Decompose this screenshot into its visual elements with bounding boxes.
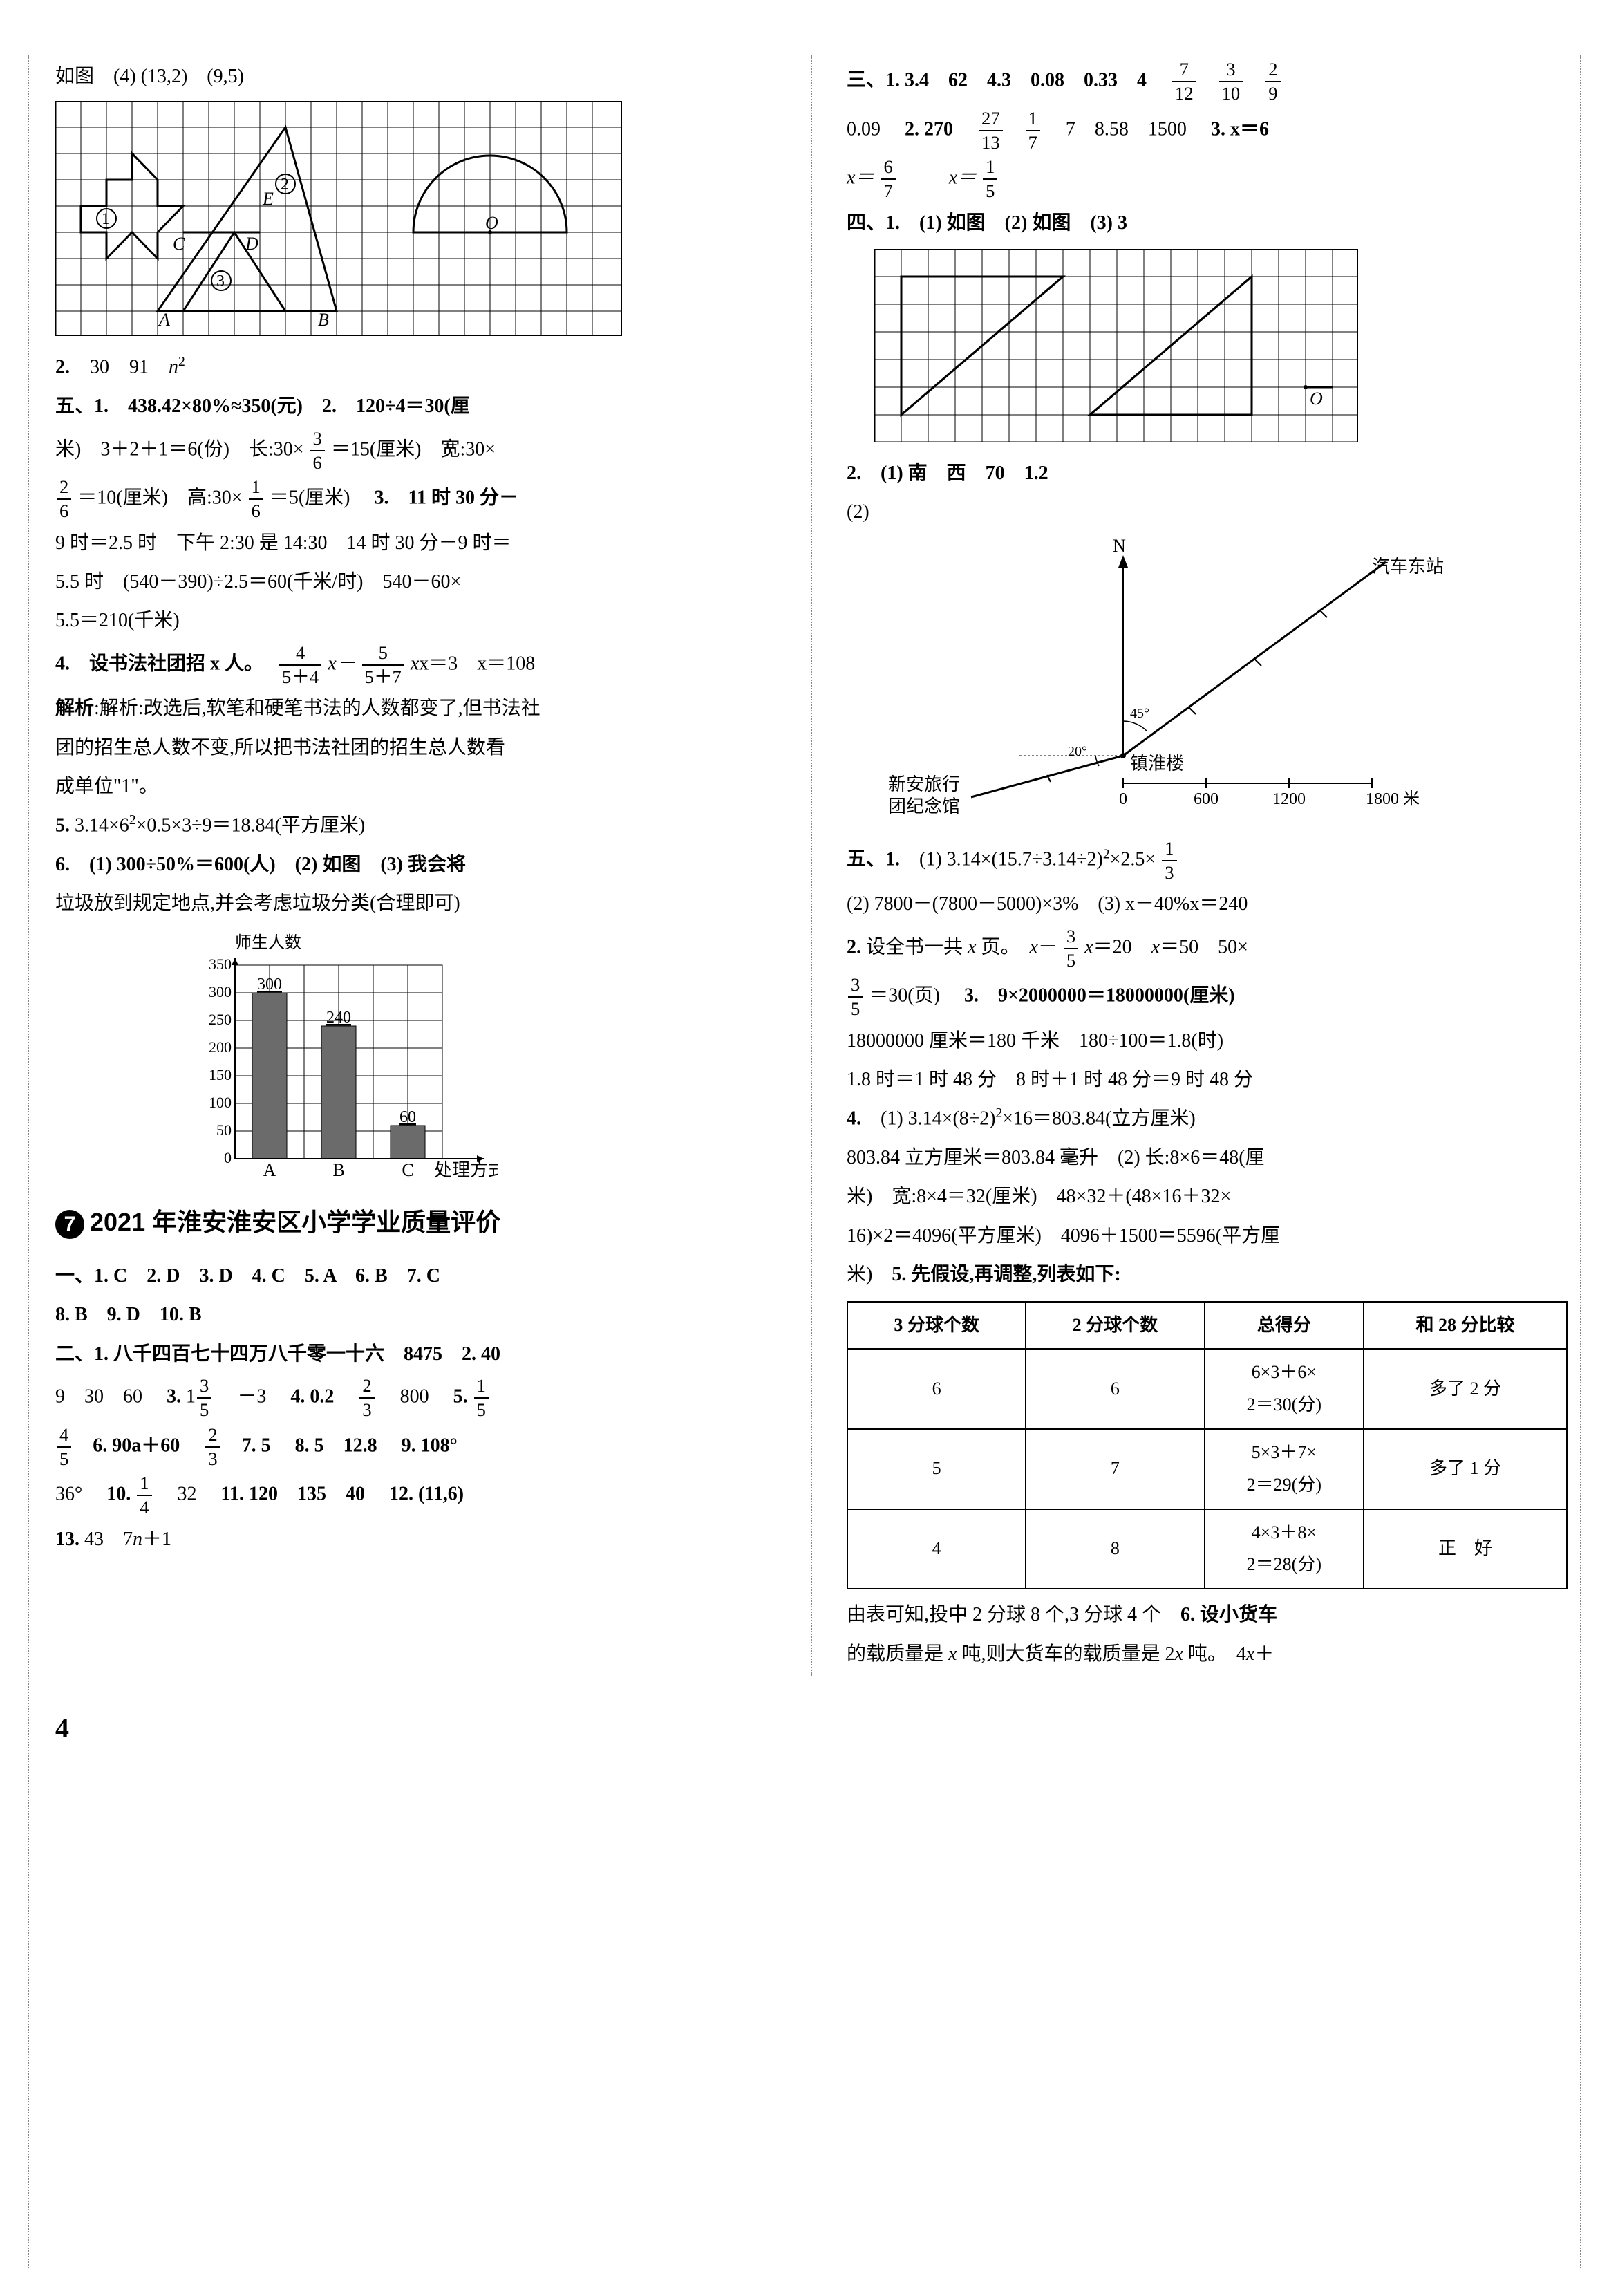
score-table: 3 分球个数 2 分球个数 总得分 和 28 分比较 6 6 6×3＋6×2＝3…: [847, 1301, 1568, 1590]
svg-text:新安旅行: 新安旅行: [888, 774, 960, 794]
sec2-line3: 45 6. 90a＋60 23 7. 5 8. 5 12.8 9. 108°: [55, 1425, 776, 1470]
r-sec5-4e: 米) 5. 先假设,再调整,列表如下:: [847, 1258, 1568, 1292]
sec5-line6: 5.5＝210(千米): [55, 604, 776, 638]
svg-text:1800 米: 1800 米: [1366, 790, 1420, 808]
svg-text:150: 150: [209, 1066, 232, 1083]
svg-text:O: O: [1310, 389, 1323, 409]
r-sec5-4b: 803.84 立方厘米＝803.84 毫升 (2) 长:8×6＝48(厘: [847, 1141, 1568, 1175]
sec2-line4: 36° 10. 14 32 11. 120 135 40 12. (11,6): [55, 1473, 776, 1518]
svg-text:汽车东站: 汽车东站: [1372, 557, 1444, 577]
svg-text:100: 100: [209, 1094, 232, 1111]
sec1-line2: 8. B 9. D 10. B: [55, 1298, 776, 1332]
sec5-q6a: 6. (1) 300÷50%＝600(人) (2) 如图 (3) 我会将: [55, 848, 776, 882]
svg-text:1: 1: [102, 210, 110, 228]
svg-text:A: A: [158, 310, 170, 330]
r-sec5-1-2: (2) 7800－(7800－5000)×3% (3) x－40%x＝240: [847, 887, 1568, 922]
svg-text:350: 350: [209, 958, 232, 973]
svg-text:45°: 45°: [1130, 706, 1149, 721]
top-line: 如图 (4) (13,2) (9,5): [55, 59, 776, 94]
svg-text:B: B: [318, 310, 329, 330]
right-column: 三、1. 3.4 62 4.3 0.08 0.33 4 712 310 29 0…: [847, 55, 1568, 1676]
svg-text:N: N: [1113, 536, 1126, 556]
svg-text:50: 50: [216, 1121, 232, 1139]
svg-text:O: O: [485, 213, 498, 233]
sec5-line4: 9 时＝2.5 时 下午 2:30 是 14:30 14 时 30 分－9 时＝: [55, 526, 776, 561]
grid-figure-1: A B C D E O 1 2 3: [55, 101, 622, 336]
sec3-line3: x＝ 67 x＝ 15: [847, 157, 1568, 202]
r-sec5-4c: 米) 宽:8×4＝32(厘米) 48×32＋(48×16＋32×: [847, 1179, 1568, 1214]
svg-text:200: 200: [209, 1038, 232, 1056]
svg-text:3: 3: [216, 272, 225, 290]
left-column: 如图 (4) (13,2) (9,5): [55, 55, 776, 1676]
svg-text:300: 300: [209, 983, 232, 1000]
sec5-line1: 五、1. 438.42×80%≈350(元) 2. 120÷4＝30(厘: [55, 389, 776, 424]
sec4-2-1: 2. (1) 南 西 70 1.2: [847, 456, 1568, 491]
r-sec5-6b: 的载质量是 x 吨,则大货车的载质量是 2x 吨。 4x＋: [847, 1637, 1568, 1672]
sec3-line2: 0.09 2. 270 2713 17 7 8.58 1500 3. x＝6: [847, 109, 1568, 153]
sec5-q5: 5. 3.14×62×0.5×3÷9＝18.84(平方厘米): [55, 808, 776, 843]
sec4-2-2: (2): [847, 495, 1568, 530]
svg-text:团纪念馆: 团纪念馆: [888, 796, 960, 816]
sec1-line1: 一、1. C 2. D 3. D 4. C 5. A 6. B 7. C: [55, 1259, 776, 1294]
svg-text:0: 0: [1119, 790, 1127, 808]
q2-line: 2. 30 91 n2: [55, 350, 776, 385]
svg-text:240: 240: [326, 1009, 351, 1027]
sec5-q4-expl3: 成单位"1"。: [55, 769, 776, 804]
svg-text:镇淮楼: 镇淮楼: [1130, 754, 1184, 774]
r-sec5-4d: 16)×2＝4096(平方厘米) 4096＋1500＝5596(平方厘: [847, 1219, 1568, 1253]
r-sec5-3c: 1.8 时＝1 时 48 分 8 时＋1 时 48 分＝9 时 48 分: [847, 1063, 1568, 1097]
svg-text:处理方式: 处理方式: [434, 1160, 498, 1179]
svg-text:B: B: [332, 1160, 344, 1179]
svg-text:1200: 1200: [1272, 790, 1306, 808]
svg-text:0: 0: [224, 1149, 232, 1166]
svg-text:60: 60: [399, 1108, 416, 1126]
after-table: 由表可知,投中 2 分球 8 个,3 分球 4 个 6. 设小货车: [847, 1598, 1568, 1632]
page-number: 4: [55, 1704, 1568, 1753]
map-figure: N 汽车东站 45° 20° 镇淮楼: [847, 534, 1469, 825]
sec5-q4-expl1: 解析:解析:改选后,软笔和硬笔书法的人数都变了,但书法社: [55, 691, 776, 726]
svg-text:E: E: [262, 189, 274, 209]
r-sec5-3b: 18000000 厘米＝180 千米 180÷100＝1.8(时): [847, 1024, 1568, 1058]
sec5-q4-expl2: 团的招生总人数不变,所以把书法社团的招生总人数看: [55, 731, 776, 765]
sec2-line1: 二、1. 八千四百七十四万八千零一十六 8475 2. 40: [55, 1337, 776, 1372]
r-sec5-4a: 4. (1) 3.14×(8÷2)2×16＝803.84(立方厘米): [847, 1101, 1568, 1137]
sec5-line2: 米) 3＋2＋1＝6(份) 长:30× 36 ＝15(厘米) 宽:30×: [55, 429, 776, 474]
section-heading: 72021 年淮安淮安区小学学业质量评价: [55, 1200, 776, 1245]
sec5-line5: 5.5 时 (540－390)÷2.5＝60(千米/时) 540－60×: [55, 565, 776, 599]
svg-text:2: 2: [281, 176, 289, 194]
grid-figure-2: O: [874, 249, 1358, 442]
sec5-q6b: 垃圾放到规定地点,并会考虑垃圾分类(合理即可): [55, 886, 776, 921]
svg-text:A: A: [263, 1160, 276, 1179]
sec5-q4: 4. 设书法社团招 x 人。 45＋4 x－ 55＋7 xx＝3 x＝108: [55, 643, 776, 688]
svg-text:20°: 20°: [1068, 744, 1087, 759]
sec5-line3: 26 ＝10(厘米) 高:30× 16 ＝5(厘米) 3. 11 时 30 分－: [55, 477, 776, 522]
bar-chart: 师生人数 0 50 100 150 200 250: [194, 928, 776, 1179]
svg-text:600: 600: [1194, 790, 1218, 808]
svg-text:D: D: [245, 234, 258, 254]
sec3-line1: 三、1. 3.4 62 4.3 0.08 0.33 4 712 310 29: [847, 59, 1568, 104]
r-sec5-2b: 35 ＝30(页) 3. 9×2000000＝18000000(厘米): [847, 975, 1568, 1020]
sec4-line1: 四、1. (1) 如图 (2) 如图 (3) 3: [847, 206, 1568, 241]
r-sec5-1: 五、1. (1) 3.14×(15.7÷3.14÷2)2×2.5× 13: [847, 839, 1568, 884]
sec2-line5: 13. 43 7n＋1: [55, 1522, 776, 1557]
svg-text:C: C: [173, 234, 185, 254]
r-sec5-2: 2. 设全书一共 x 页。 x－ 35 x＝20 x＝50 50×: [847, 926, 1568, 971]
svg-text:300: 300: [257, 976, 282, 993]
svg-text:250: 250: [209, 1011, 232, 1028]
sec2-line2: 9 30 60 3. 135 －3 4. 0.2 23 800 5. 15: [55, 1376, 776, 1421]
svg-text:C: C: [402, 1160, 413, 1179]
